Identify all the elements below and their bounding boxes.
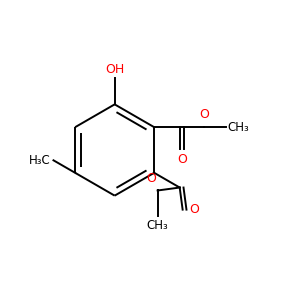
Text: O: O (146, 172, 156, 185)
Text: OH: OH (105, 63, 124, 76)
Text: CH₃: CH₃ (147, 219, 169, 232)
Text: H₃C: H₃C (29, 154, 51, 167)
Text: O: O (189, 203, 199, 216)
Text: O: O (177, 153, 187, 166)
Text: O: O (199, 108, 209, 121)
Text: CH₃: CH₃ (228, 121, 250, 134)
